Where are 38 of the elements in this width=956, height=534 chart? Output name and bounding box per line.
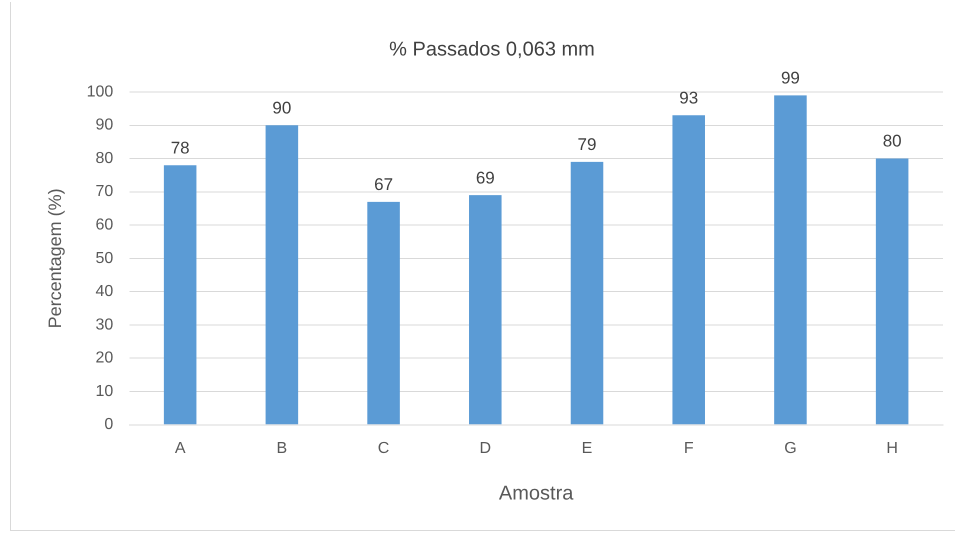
data-label: 79	[578, 135, 596, 154]
x-tick-label: H	[886, 440, 898, 457]
x-tick-label: D	[480, 440, 492, 457]
y-tick-label: 90	[96, 116, 114, 134]
y-tick-label: 20	[96, 350, 114, 367]
data-label: 69	[476, 168, 495, 188]
y-tick-label: 40	[96, 283, 114, 300]
bar	[774, 95, 807, 424]
x-tick-label: B	[276, 440, 288, 457]
y-axis-title: Percentagem (%)	[44, 188, 65, 328]
bar	[266, 125, 298, 424]
y-tick-label: 80	[96, 150, 114, 167]
x-tick-label: E	[582, 440, 592, 457]
data-label: 78	[170, 138, 190, 158]
bar	[367, 202, 400, 424]
bar	[876, 158, 908, 424]
y-tick-label: 30	[96, 316, 114, 334]
data-label: 67	[374, 175, 394, 194]
y-tick-label: 0	[104, 416, 114, 434]
bar	[672, 115, 705, 424]
x-tick-label: F	[684, 440, 694, 457]
data-label: 90	[272, 98, 292, 118]
bar	[164, 165, 196, 424]
y-tick-label: 50	[96, 250, 114, 267]
y-tick-label: 60	[96, 216, 114, 234]
x-tick-label: G	[784, 440, 797, 457]
x-tick-label: A	[174, 440, 186, 457]
bar	[469, 195, 502, 424]
y-tick-label: 100	[86, 83, 114, 100]
data-label: 80	[882, 132, 902, 151]
y-tick-label: 70	[96, 183, 114, 200]
y-tick-label: 10	[96, 382, 114, 400]
chart-title: % Passados 0,063 mm	[389, 38, 595, 61]
x-tick-label: C	[378, 440, 390, 457]
x-axis-title: Amostra	[498, 482, 574, 505]
bar	[570, 162, 604, 424]
data-label: 99	[780, 68, 800, 88]
data-label: 93	[679, 88, 698, 108]
